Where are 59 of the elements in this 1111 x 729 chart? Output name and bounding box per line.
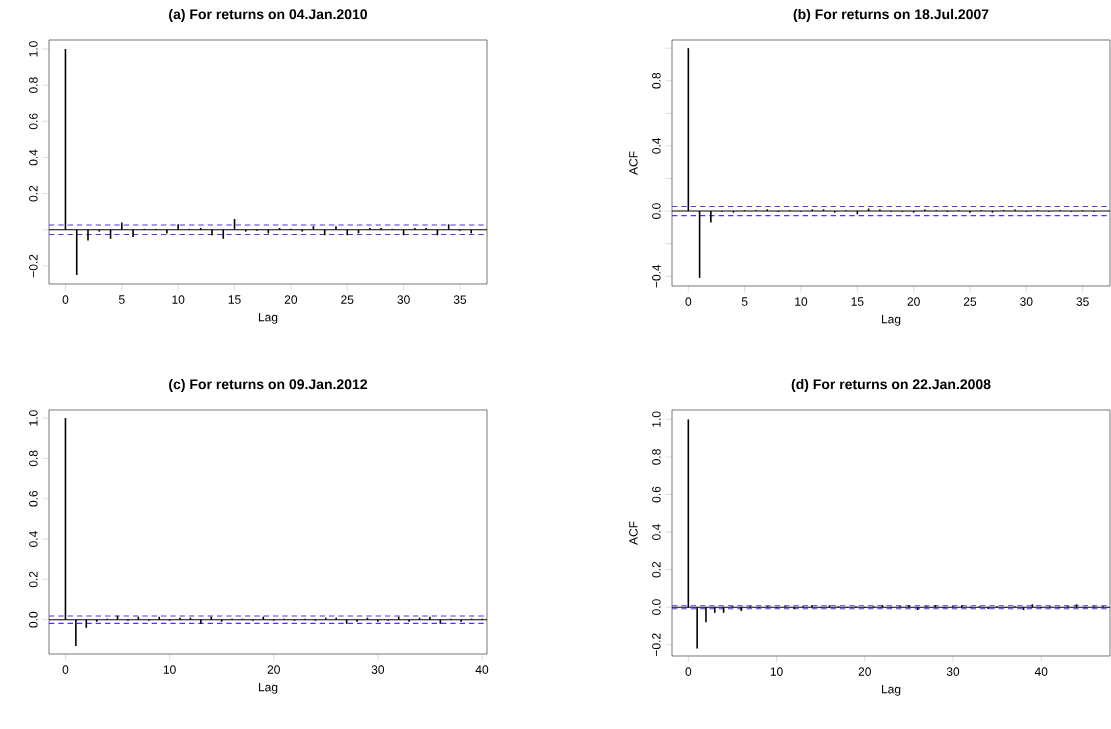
y-tick-label: 0.4: [652, 524, 661, 540]
y-tick-label: −0.2: [652, 633, 661, 656]
y-tick-label: 0.0: [652, 599, 661, 616]
y-tick-label: 0.0: [29, 611, 38, 628]
y-tick-label: −0.2: [29, 254, 38, 278]
y-tick-label: 0.6: [652, 486, 661, 503]
x-tick-label: 40: [1034, 667, 1048, 676]
x-tick-label: 35: [453, 295, 467, 304]
x-tick-label: 30: [946, 667, 960, 676]
x-tick-label: 15: [851, 297, 864, 306]
x-tick-label: 35: [1076, 297, 1089, 306]
chart-title: (b) For returns on 18.Jul.2007: [793, 8, 989, 22]
x-tick-label: 20: [907, 297, 920, 306]
x-tick-label: 20: [267, 665, 280, 674]
x-axis-title: Lag: [258, 313, 278, 324]
y-tick-label: 1.0: [652, 411, 661, 427]
y-tick-label: 0.0: [652, 203, 661, 219]
chart-title: (a) For returns on 04.Jan.2010: [169, 8, 368, 22]
x-axis-title: Lag: [881, 315, 901, 326]
x-tick-label: 30: [397, 295, 410, 304]
x-tick-label: 10: [163, 665, 176, 674]
y-tick-label: 0.4: [29, 531, 38, 547]
y-tick-label: 0.2: [29, 185, 38, 202]
y-tick-label: 0.4: [652, 137, 661, 154]
y-tick-label: 0.8: [652, 72, 661, 89]
x-tick-label: 0: [62, 665, 69, 674]
y-tick-label: 0.8: [29, 77, 38, 94]
y-tick-label: −0.4: [652, 264, 661, 288]
x-tick-label: 40: [475, 665, 489, 674]
x-tick-label: 5: [118, 295, 125, 304]
x-tick-label: 10: [770, 667, 783, 676]
x-tick-label: 25: [341, 295, 354, 304]
x-tick-label: 20: [284, 295, 298, 304]
x-tick-label: 30: [371, 665, 385, 674]
x-tick-label: 0: [62, 295, 69, 304]
x-axis-title: Lag: [258, 683, 278, 694]
x-tick-label: 5: [741, 297, 748, 306]
x-axis-title: Lag: [881, 685, 901, 696]
y-axis-title: ACF: [629, 521, 638, 545]
x-tick-label: 0: [685, 667, 692, 676]
y-tick-label: 0.6: [29, 113, 38, 130]
x-tick-label: 25: [963, 297, 977, 306]
y-axis-title: ACF: [629, 151, 638, 175]
chart-title: (c) For returns on 09.Jan.2012: [169, 378, 367, 392]
y-tick-label: 0.2: [29, 571, 38, 588]
y-tick-label: 0.6: [29, 490, 38, 507]
x-tick-label: 0: [685, 297, 692, 306]
y-tick-label: 0.4: [29, 149, 38, 166]
x-tick-label: 20: [858, 667, 871, 676]
y-tick-label: 1.0: [29, 410, 38, 426]
y-tick-label: 0.8: [29, 450, 38, 467]
x-tick-label: 15: [228, 295, 241, 304]
y-tick-label: 0.8: [652, 449, 661, 465]
x-tick-label: 10: [172, 295, 185, 304]
x-tick-label: 30: [1020, 297, 1033, 306]
chart-title: (d) For returns on 22.Jan.2008: [791, 378, 991, 392]
x-tick-label: 10: [795, 297, 808, 306]
y-tick-label: 0.2: [652, 561, 661, 578]
y-tick-label: 1.0: [29, 41, 38, 57]
